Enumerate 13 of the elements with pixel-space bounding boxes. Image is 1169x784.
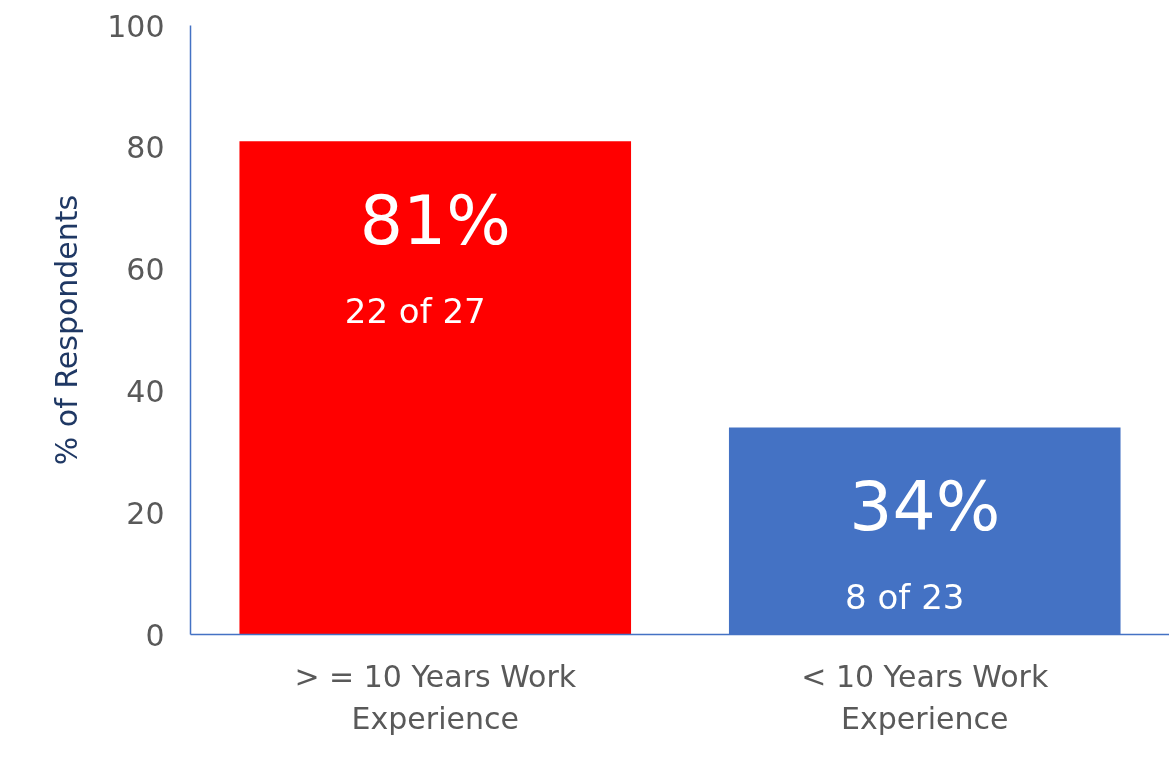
y-tick-label: 60: [126, 252, 165, 288]
data-label: 34%: [849, 467, 1001, 547]
y-tick-label: 20: [126, 495, 165, 531]
data-label: 81%: [359, 181, 511, 261]
x-tick-label: > = 10 Years Work Experience: [294, 658, 577, 736]
y-tick-label: 0: [145, 617, 165, 653]
y-axis-title: % of Respondents: [49, 194, 85, 466]
y-tick-label: 80: [126, 130, 165, 166]
x-tick-label: < 10 Years Work Experience: [801, 658, 1049, 736]
y-tick-label: 40: [126, 373, 165, 409]
annotation: 8 of 23: [845, 577, 965, 618]
annotation: 22 of 27: [344, 291, 486, 332]
y-tick-label: 100: [107, 8, 165, 44]
